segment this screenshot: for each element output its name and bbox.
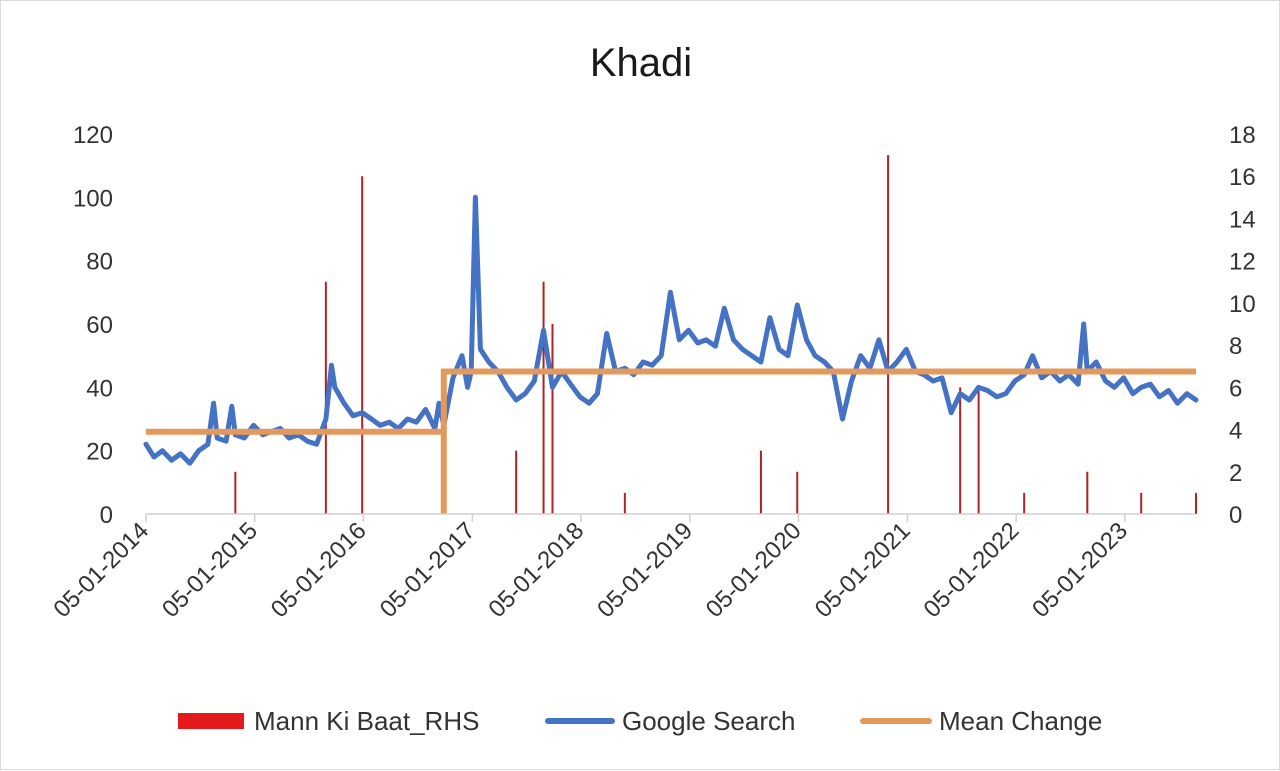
right-axis-tick-label: 6 — [1229, 375, 1242, 402]
legend: Mann Ki Baat_RHS Google Search Mean Chan… — [178, 706, 1102, 736]
google-search-line — [143, 194, 1199, 466]
right-axis-tick-label: 8 — [1229, 333, 1242, 360]
right-axis-ticks: 0 2 4 6 8 10 12 14 16 18 — [1229, 122, 1256, 529]
right-axis-tick-label: 14 — [1229, 206, 1256, 233]
mann-ki-baat-bars — [234, 155, 1197, 514]
legend-label-google-search: Google Search — [622, 706, 795, 736]
x-axis-tick-label: 05-01-2015 — [157, 517, 263, 623]
x-axis-tick-label: 05-01-2020 — [701, 517, 807, 623]
left-axis-tick-label: 20 — [86, 439, 113, 466]
right-axis-tick-label: 16 — [1229, 164, 1256, 191]
left-axis-tick-label: 120 — [73, 122, 113, 149]
left-axis-ticks: 0 20 40 60 80 100 120 — [73, 122, 113, 529]
left-axis-tick-label: 80 — [86, 249, 113, 276]
left-axis-tick-label: 40 — [86, 375, 113, 402]
legend-label-mann-ki-baat: Mann Ki Baat_RHS — [254, 706, 479, 736]
right-axis-tick-label: 12 — [1229, 249, 1256, 276]
left-axis-tick-label: 0 — [100, 502, 113, 529]
x-axis-tick-label: 05-01-2018 — [483, 517, 589, 623]
right-axis-tick-label: 2 — [1229, 460, 1242, 487]
x-axis-tick-label: 05-01-2019 — [592, 517, 698, 623]
legend-label-mean-change: Mean Change — [939, 706, 1102, 736]
x-axis-tick-label: 05-01-2022 — [918, 517, 1024, 623]
right-axis-tick-label: 4 — [1229, 418, 1242, 445]
x-axis-tick-label: 05-01-2014 — [48, 517, 154, 623]
chart-title: Khadi — [590, 41, 692, 85]
x-axis-tick-label: 05-01-2023 — [1027, 517, 1133, 623]
x-axis-tick-label: 05-01-2017 — [375, 517, 481, 623]
plot-lines — [143, 194, 1199, 514]
mean-change-line — [146, 368, 1196, 514]
right-axis-tick-label: 10 — [1229, 291, 1256, 318]
legend-swatch-mann-ki-baat — [178, 713, 244, 729]
x-axis-ticks: 05-01-2014 05-01-2015 05-01-2016 05-01-2017… — [48, 514, 1133, 623]
left-axis-tick-label: 60 — [86, 312, 113, 339]
left-axis-tick-label: 100 — [73, 185, 113, 212]
right-axis-tick-label: 0 — [1229, 502, 1242, 529]
x-axis-tick-label: 05-01-2021 — [810, 517, 916, 623]
x-axis-tick-label: 05-01-2016 — [266, 517, 372, 623]
right-axis-tick-label: 18 — [1229, 122, 1256, 149]
